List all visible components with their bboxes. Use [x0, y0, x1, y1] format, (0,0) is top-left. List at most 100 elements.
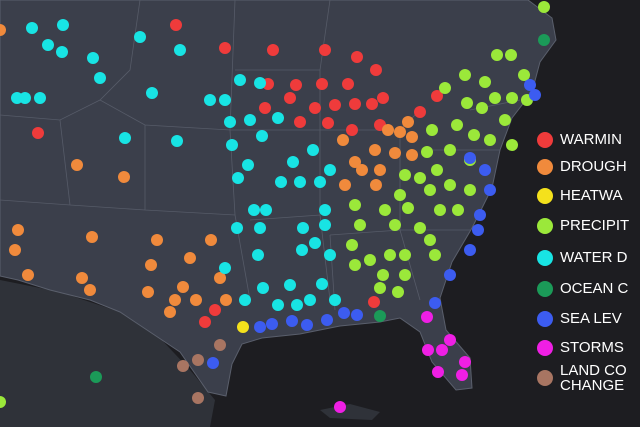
marker	[142, 286, 154, 298]
marker	[314, 176, 326, 188]
legend-swatch	[537, 132, 553, 148]
legend-swatch	[537, 281, 553, 297]
marker	[349, 199, 361, 211]
marker	[260, 204, 272, 216]
marker	[406, 131, 418, 143]
marker	[366, 98, 378, 110]
marker	[414, 172, 426, 184]
marker	[309, 237, 321, 249]
marker	[34, 92, 46, 104]
marker	[334, 401, 346, 413]
marker	[184, 252, 196, 264]
legend: WARMIN DROUGH HEATWA PRECIPIT WATER D OCEAN C…	[537, 131, 629, 394]
legend-swatch	[537, 218, 553, 234]
marker	[364, 254, 376, 266]
markers	[0, 1, 550, 413]
marker	[399, 249, 411, 261]
marker	[232, 172, 244, 184]
marker	[489, 92, 501, 104]
marker	[170, 19, 182, 31]
marker	[307, 144, 319, 156]
marker	[287, 156, 299, 168]
legend-label: OCEAN C	[560, 280, 629, 297]
marker	[346, 239, 358, 251]
marker	[491, 49, 503, 61]
marker	[339, 179, 351, 191]
marker	[174, 44, 186, 56]
marker	[414, 106, 426, 118]
marker	[452, 204, 464, 216]
marker	[479, 76, 491, 88]
marker	[86, 231, 98, 243]
marker	[294, 176, 306, 188]
marker	[342, 78, 354, 90]
marker	[226, 139, 238, 151]
marker	[499, 114, 511, 126]
marker	[192, 392, 204, 404]
marker	[254, 321, 266, 333]
marker	[145, 259, 157, 271]
marker	[329, 99, 341, 111]
marker	[239, 294, 251, 306]
marker	[329, 294, 341, 306]
marker	[374, 164, 386, 176]
marker	[118, 171, 130, 183]
marker	[351, 309, 363, 321]
marker	[319, 204, 331, 216]
marker	[392, 286, 404, 298]
marker	[207, 357, 219, 369]
marker	[272, 112, 284, 124]
marker	[146, 87, 158, 99]
marker	[296, 244, 308, 256]
marker	[426, 124, 438, 136]
marker	[294, 116, 306, 128]
marker	[337, 134, 349, 146]
marker	[252, 249, 264, 261]
marker	[464, 152, 476, 164]
marker	[506, 139, 518, 151]
marker	[399, 169, 411, 181]
marker	[316, 278, 328, 290]
marker	[369, 144, 381, 156]
marker	[316, 78, 328, 90]
marker	[424, 184, 436, 196]
marker	[119, 132, 131, 144]
marker	[94, 72, 106, 84]
marker	[382, 124, 394, 136]
marker	[374, 310, 386, 322]
marker	[479, 164, 491, 176]
marker	[476, 102, 488, 114]
marker	[297, 222, 309, 234]
marker	[484, 184, 496, 196]
marker	[399, 269, 411, 281]
marker	[248, 204, 260, 216]
marker	[319, 44, 331, 56]
legend-label: LAND CO CHANGE	[560, 362, 627, 394]
marker	[177, 360, 189, 372]
marker	[199, 316, 211, 328]
marker	[205, 234, 217, 246]
marker	[0, 396, 6, 408]
marker	[459, 69, 471, 81]
marker	[219, 94, 231, 106]
marker	[368, 296, 380, 308]
marker	[518, 69, 530, 81]
marker	[461, 97, 473, 109]
marker	[422, 344, 434, 356]
marker	[444, 269, 456, 281]
legend-label: WARMIN	[560, 131, 622, 148]
marker	[370, 179, 382, 191]
marker	[284, 92, 296, 104]
marker	[444, 179, 456, 191]
marker	[267, 44, 279, 56]
marker	[151, 234, 163, 246]
marker	[384, 249, 396, 261]
marker	[354, 219, 366, 231]
marker	[402, 116, 414, 128]
us-land	[0, 0, 557, 397]
marker	[505, 49, 517, 61]
marker	[254, 222, 266, 234]
marker	[214, 272, 226, 284]
marker	[346, 124, 358, 136]
marker	[424, 234, 436, 246]
